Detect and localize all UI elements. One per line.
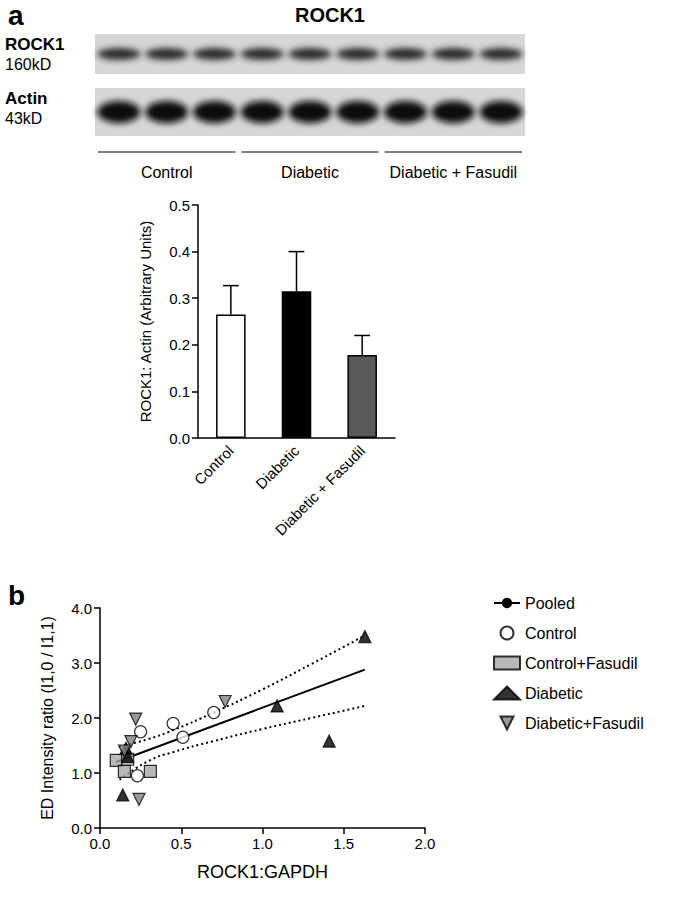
svg-text:ROCK1: ROCK1: [5, 35, 65, 54]
svg-text:ROCK1: Actin (Arbitrary Units): ROCK1: Actin (Arbitrary Units): [137, 221, 154, 423]
svg-text:Control+Fasudil: Control+Fasudil: [525, 655, 638, 672]
svg-text:Diabetic: Diabetic: [252, 442, 303, 493]
svg-text:Diabetic: Diabetic: [281, 164, 339, 181]
svg-text:2.0: 2.0: [71, 710, 92, 727]
svg-text:Pooled: Pooled: [525, 595, 575, 612]
svg-text:0.5: 0.5: [171, 835, 192, 852]
svg-text:Control: Control: [191, 442, 237, 488]
svg-text:0.0: 0.0: [169, 430, 190, 447]
svg-text:Diabetic+Fasudil: Diabetic+Fasudil: [525, 715, 644, 732]
svg-text:1.0: 1.0: [71, 765, 92, 782]
svg-text:0.3: 0.3: [169, 290, 190, 307]
svg-text:Control: Control: [525, 625, 577, 642]
svg-text:Actin: Actin: [5, 89, 48, 108]
svg-text:0.5: 0.5: [169, 197, 190, 214]
svg-text:Diabetic + Fasudil: Diabetic + Fasudil: [272, 442, 369, 539]
svg-text:ROCK1:GAPDH: ROCK1:GAPDH: [197, 862, 328, 882]
svg-text:0.0: 0.0: [90, 835, 111, 852]
svg-text:0.1: 0.1: [169, 383, 190, 400]
svg-text:Diabetic + Fasudil: Diabetic + Fasudil: [390, 164, 518, 181]
svg-text:Diabetic: Diabetic: [525, 685, 583, 702]
html-text:b: b: [8, 580, 26, 611]
html-text:a: a: [8, 0, 24, 31]
svg-text:2.0: 2.0: [415, 835, 436, 852]
svg-text:0.4: 0.4: [169, 243, 190, 260]
svg-text:1.0: 1.0: [252, 835, 273, 852]
svg-text:0.0: 0.0: [71, 820, 92, 837]
svg-text:43kD: 43kD: [5, 110, 42, 127]
svg-text:Control: Control: [141, 164, 193, 181]
svg-text:160kD: 160kD: [5, 56, 51, 73]
svg-text:4.0: 4.0: [71, 600, 92, 617]
svg-text:ROCK1: ROCK1: [295, 4, 365, 26]
svg-text:ED Intensity ratio (I1,0 / I1,: ED Intensity ratio (I1,0 / I1,1): [39, 616, 56, 820]
svg-text:0.2: 0.2: [169, 336, 190, 353]
svg-text:3.0: 3.0: [71, 655, 92, 672]
svg-text:1.5: 1.5: [333, 835, 354, 852]
